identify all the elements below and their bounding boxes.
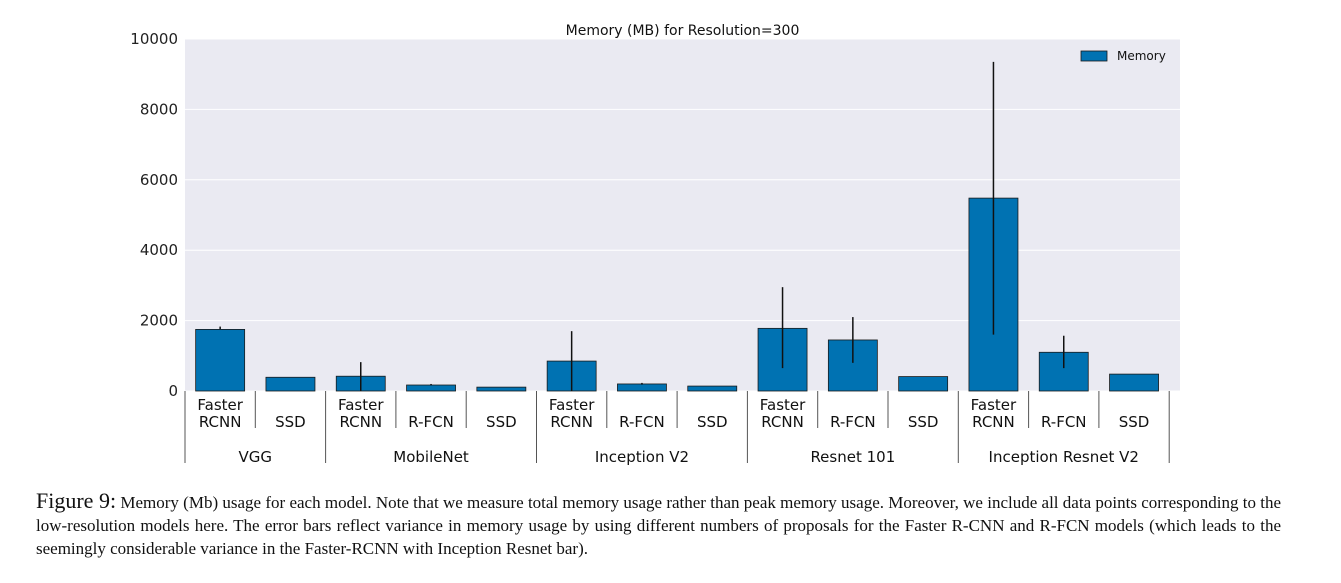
- bar-label-line: R-FCN: [830, 413, 876, 431]
- bar-label-line: SSD: [1119, 413, 1150, 431]
- bar-label: SSD: [1119, 413, 1150, 431]
- bar: [195, 328, 246, 392]
- group-label: Inception Resnet V2: [989, 448, 1139, 466]
- y-tick-label: 0: [168, 382, 178, 400]
- plot-background: [185, 39, 1180, 391]
- y-tick-label: 4000: [140, 241, 178, 259]
- y-axis-ticks: 0 2000 4000 6000 8000 10000: [130, 30, 178, 400]
- bar-label-line: Faster: [760, 396, 806, 414]
- figure-caption: Figure 9: Memory (Mb) usage for each mod…: [36, 489, 1281, 560]
- bar-label-line: SSD: [697, 413, 728, 431]
- bar-label: Faster RCNN: [549, 396, 595, 431]
- bar-label-line: Faster: [197, 396, 243, 414]
- group-label: VGG: [239, 448, 273, 466]
- figure-label: Figure 9:: [36, 488, 117, 513]
- caption-text: Memory (Mb) usage for each model. Note t…: [36, 493, 1282, 558]
- bar-label-line: RCNN: [339, 413, 382, 431]
- bar: [265, 376, 316, 392]
- error-bars: [219, 61, 1065, 391]
- bar-label: SSD: [275, 413, 306, 431]
- bar: [898, 376, 949, 392]
- bar: [687, 385, 738, 392]
- bar-label: Faster RCNN: [338, 396, 384, 431]
- group-label: MobileNet: [393, 448, 469, 466]
- bar-label-line: R-FCN: [408, 413, 454, 431]
- y-tick-label: 2000: [140, 312, 178, 330]
- bar-label: Faster RCNN: [197, 396, 243, 431]
- bar-label: Faster RCNN: [971, 396, 1017, 431]
- bar-label: SSD: [908, 413, 939, 431]
- bar-label-line: SSD: [908, 413, 939, 431]
- bar-label-line: Faster: [549, 396, 595, 414]
- bar-label-line: SSD: [275, 413, 306, 431]
- bar-label-line: RCNN: [972, 413, 1015, 431]
- bar-label-line: RCNN: [199, 413, 242, 431]
- bar-label: SSD: [486, 413, 517, 431]
- y-tick-label: 8000: [140, 100, 178, 118]
- bar-label-line: RCNN: [761, 413, 804, 431]
- bar-label: R-FCN: [408, 413, 454, 431]
- y-tick-label: 10000: [130, 30, 178, 48]
- bar-label-line: SSD: [486, 413, 517, 431]
- bar-label: R-FCN: [830, 413, 876, 431]
- bar-label-line: R-FCN: [1041, 413, 1087, 431]
- bar: [617, 383, 667, 392]
- bar-label: R-FCN: [1041, 413, 1087, 431]
- bar-label-line: Faster: [338, 396, 384, 414]
- bar-label: R-FCN: [619, 413, 665, 431]
- legend-swatch: [1080, 50, 1108, 62]
- bar-label: SSD: [697, 413, 728, 431]
- bar-label-line: R-FCN: [619, 413, 665, 431]
- chart-title: Memory (MB) for Resolution=300: [566, 23, 800, 39]
- bar: [1109, 373, 1159, 392]
- y-tick-label: 6000: [140, 171, 178, 189]
- bar-label: Faster RCNN: [760, 396, 806, 431]
- bar-label-line: Faster: [971, 396, 1017, 414]
- bar-label-line: RCNN: [550, 413, 593, 431]
- group-label: Inception V2: [595, 448, 689, 466]
- bar: [476, 386, 527, 392]
- legend: Memory: [1080, 49, 1166, 63]
- group-label: Resnet 101: [810, 448, 895, 466]
- bar: [406, 384, 456, 392]
- legend-label: Memory: [1117, 49, 1166, 63]
